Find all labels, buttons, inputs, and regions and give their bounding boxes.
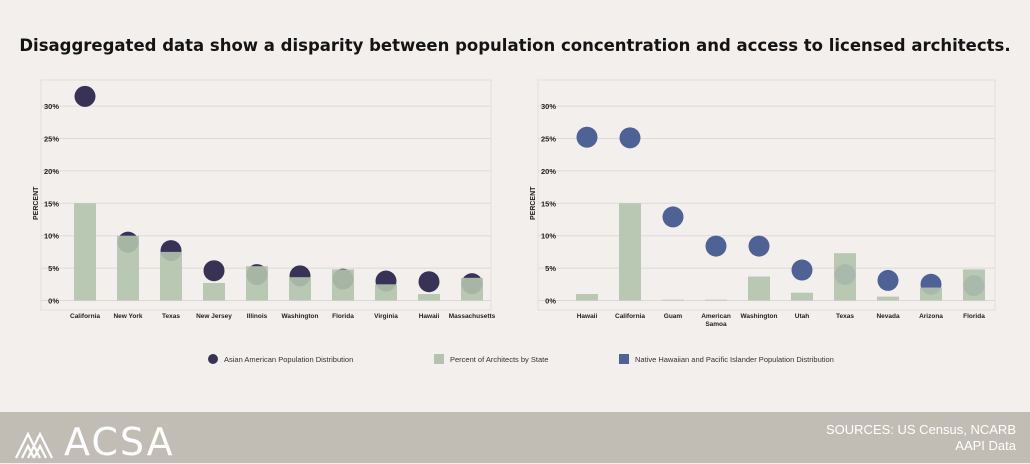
x-tick-label: Utah <box>795 313 809 320</box>
architects-bar <box>117 235 139 301</box>
acsa-logo-icon <box>15 431 53 459</box>
chart-title: Disaggregated data show a disparity betw… <box>19 36 1011 55</box>
y-tick-label: 15% <box>44 199 59 208</box>
x-tick-label: California <box>70 313 100 320</box>
x-tick-label: Hawaii <box>419 313 440 320</box>
y-tick-label: 10% <box>541 232 556 241</box>
y-tick-label: 15% <box>541 199 556 208</box>
x-tick-label: Florida <box>332 313 354 320</box>
x-tick-label: New York <box>113 313 142 320</box>
x-tick-label: Virginia <box>374 313 398 320</box>
x-tick-label: Massachusetts <box>449 313 496 320</box>
architects-bar <box>375 284 397 301</box>
population-dot <box>705 235 727 257</box>
y-tick-label: 0% <box>545 297 556 306</box>
footer: ACSA SOURCES: US Census, NCARB AAPI Data <box>0 412 1030 464</box>
y-tick-label: 5% <box>48 264 59 273</box>
architects-bar <box>963 269 985 301</box>
legend-architects-label: Percent of Architects by State <box>450 354 549 364</box>
x-tick-label: Washington <box>282 313 319 320</box>
sources: SOURCES: US Census, NCARB AAPI Data <box>826 422 1016 454</box>
x-tick-label: Guam <box>664 313 683 320</box>
population-dot <box>74 85 96 107</box>
legend-asian-swatch <box>208 354 218 364</box>
x-tick-label: California <box>615 313 645 320</box>
y-tick-label: 20% <box>541 167 556 176</box>
architects-bar <box>576 294 598 301</box>
x-tick-label: Hawaii <box>577 313 598 320</box>
architects-bar <box>289 277 311 301</box>
x-tick-label: Nevada <box>876 313 900 320</box>
x-tick-label: American Samoa <box>701 313 731 328</box>
population-dot <box>662 206 684 228</box>
population-dot <box>877 269 899 291</box>
y-tick-label: 0% <box>48 297 59 306</box>
population-dot <box>576 126 598 148</box>
population-dot <box>748 235 770 257</box>
x-tick-label: Florida <box>963 313 985 320</box>
architects-bar <box>920 287 942 301</box>
architects-bar <box>705 299 727 301</box>
architects-bar <box>74 203 96 301</box>
y-tick-label: 10% <box>44 232 59 241</box>
population-dot <box>418 271 440 293</box>
y-tick-label: 30% <box>44 102 59 111</box>
architects-bar <box>203 283 225 301</box>
y-axis-label: PERCENT <box>530 186 537 220</box>
population-dot <box>791 259 813 281</box>
legend-architects-swatch <box>434 354 444 364</box>
legend-asian-label: Asian American Population Distribution <box>224 354 354 364</box>
y-tick-label: 30% <box>541 102 556 111</box>
x-tick-label: Texas <box>162 313 180 320</box>
x-tick-label: Washington <box>741 313 778 320</box>
architects-bar <box>791 292 813 301</box>
x-tick-label: Texas <box>836 313 854 320</box>
population-dot <box>619 127 641 149</box>
architects-bar <box>418 294 440 301</box>
legend-nhpi-label: Native Hawaiian and Pacific Islander Pop… <box>635 354 834 364</box>
plot-border <box>537 79 996 311</box>
sources-line-1: SOURCES: US Census, NCARB <box>826 422 1016 437</box>
chart-nhpi: 0% 5% 10% 15% 20% 25% 30% PERCENT Hawaii Californ… <box>530 79 996 328</box>
y-tick-label: 20% <box>44 167 59 176</box>
chart-asian-american: 0% 5% 10% 15% 20% 25% 30% PERCENT California New … <box>33 79 496 320</box>
population-dot <box>203 260 225 282</box>
sources-line-2: AAPI Data <box>955 438 1016 453</box>
y-tick-label: 25% <box>44 135 59 144</box>
architects-bar <box>662 299 684 301</box>
architects-bar <box>748 276 770 301</box>
legend-nhpi-swatch <box>619 354 629 364</box>
architects-bar <box>332 269 354 301</box>
y-axis-label: PERCENT <box>33 186 40 220</box>
acsa-logo: ACSA <box>14 420 175 464</box>
y-tick-label: 5% <box>545 264 556 273</box>
architects-bar <box>619 203 641 301</box>
x-tick-label: Arizona <box>919 313 943 320</box>
y-tick-label: 25% <box>541 135 556 144</box>
legend-architects: Percent of Architects by State <box>434 354 548 364</box>
architects-bar <box>160 251 182 301</box>
legend-asian: Asian American Population Distribution <box>208 354 353 364</box>
architects-bar <box>877 296 899 301</box>
plot-border <box>40 79 492 311</box>
architects-bar <box>246 266 268 301</box>
architects-bar <box>834 253 856 301</box>
x-tick-label: Illinois <box>247 313 268 320</box>
logo-text: ACSA <box>64 420 175 464</box>
legend-nhpi: Native Hawaiian and Pacific Islander Pop… <box>619 354 834 364</box>
architects-bar <box>461 277 483 301</box>
x-tick-label: New Jersey <box>196 313 232 320</box>
